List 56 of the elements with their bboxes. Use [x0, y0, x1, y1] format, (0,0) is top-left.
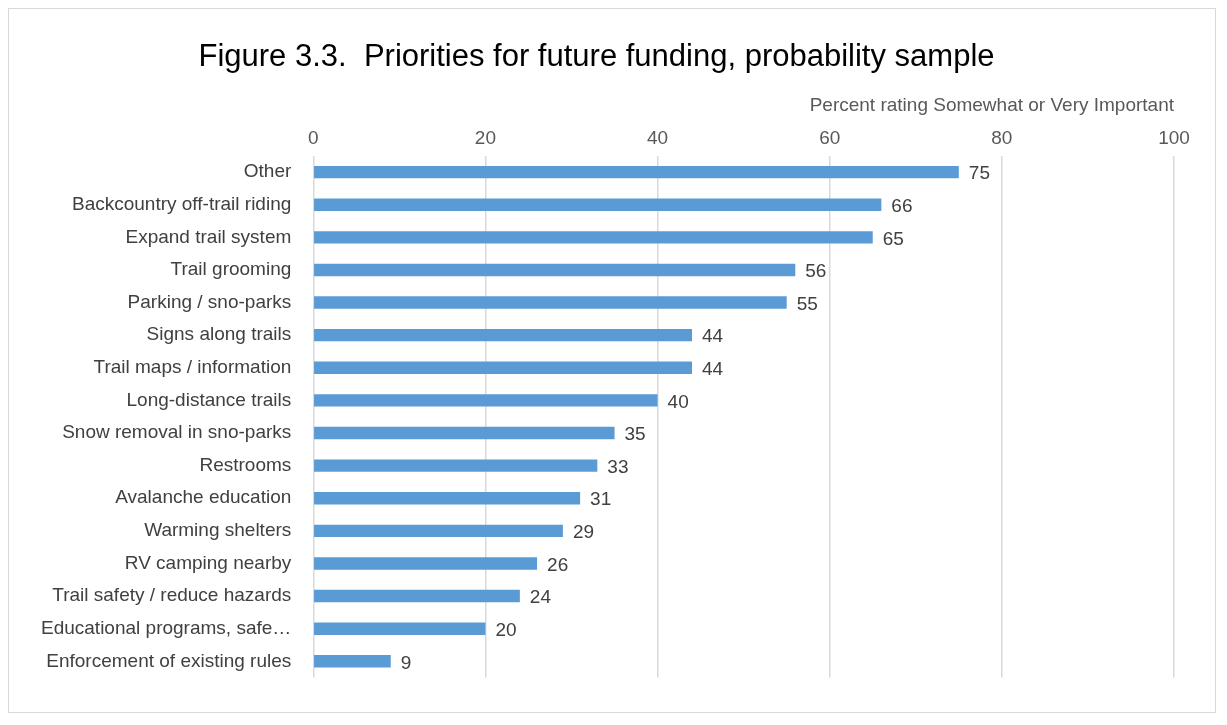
bar	[314, 459, 598, 472]
data-label: 44	[702, 325, 724, 347]
data-label: 31	[590, 488, 612, 510]
data-label: 20	[495, 618, 517, 640]
x-tick-label: 0	[308, 126, 319, 148]
y-tick-label: Snow removal in sno-parks	[62, 421, 292, 443]
bar	[314, 557, 538, 570]
bar	[314, 165, 959, 179]
data-label: 40	[667, 390, 689, 412]
y-tick-label: Backcountry off-trail riding	[71, 192, 292, 214]
data-label: 75	[968, 162, 990, 184]
y-tick-label: Expand trail system	[125, 225, 292, 247]
bar	[314, 394, 658, 407]
x-tick-label: 80	[991, 126, 1013, 148]
data-label: 29	[572, 521, 595, 543]
x-tick-label: 20	[474, 126, 497, 148]
data-label: 56	[805, 260, 827, 282]
y-tick-label: Other	[243, 160, 292, 182]
y-tick-label: Warming shelters	[144, 519, 292, 541]
bar	[314, 622, 486, 635]
y-tick-label: Long-distance trails	[126, 388, 292, 410]
x-tick-label: 40	[647, 126, 669, 148]
x-axis-title: Percent rating Somewhat or Very Important	[809, 93, 1175, 115]
chart-title: Figure 3.3. Priorities for future funding, probability sample	[198, 38, 995, 74]
bar	[314, 655, 391, 668]
bar	[314, 263, 796, 277]
y-tick-label: Trail safety / reduce hazards	[52, 584, 292, 606]
bar	[314, 589, 520, 603]
x-tick-label: 60	[819, 126, 841, 148]
bar	[314, 361, 692, 374]
bar	[314, 296, 787, 309]
data-label: 44	[702, 358, 724, 380]
data-label: 24	[529, 586, 552, 608]
bar	[314, 524, 563, 538]
bar	[314, 492, 581, 505]
y-tick-label: Educational programs, safe…	[41, 616, 292, 638]
y-tick-label: Signs along trails	[146, 323, 292, 345]
y-tick-label: Avalanche education	[115, 486, 292, 508]
data-label: 66	[891, 194, 913, 216]
y-tick-label: Parking / sno-parks	[127, 290, 292, 312]
data-label: 35	[624, 423, 646, 445]
y-tick-label: Trail grooming	[170, 258, 292, 280]
data-label: 55	[796, 292, 818, 314]
x-tick-label: 100	[1158, 126, 1190, 148]
bar	[314, 231, 873, 244]
bar	[314, 426, 615, 440]
data-label: 65	[882, 227, 904, 249]
bar	[314, 328, 692, 342]
y-tick-label: Restrooms	[199, 453, 292, 475]
y-tick-label: Trail maps / information	[93, 356, 292, 378]
y-tick-label: RV camping nearby	[124, 551, 292, 573]
data-label: 9	[400, 651, 412, 673]
bar	[314, 198, 882, 211]
data-label: 26	[547, 553, 569, 575]
y-tick-label: Enforcement of existing rules	[46, 649, 292, 671]
data-label: 33	[607, 455, 629, 477]
